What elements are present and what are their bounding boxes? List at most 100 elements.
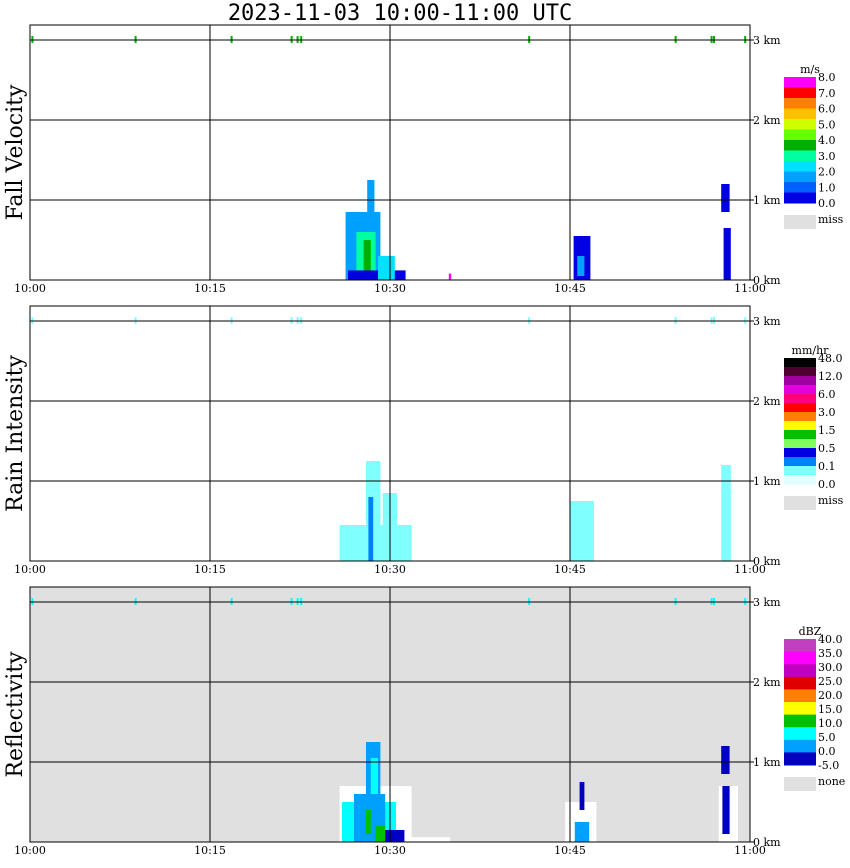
- colorbar-swatch: [784, 119, 816, 130]
- y-tick-label: 2 km: [753, 676, 781, 689]
- echo-region: [570, 501, 594, 561]
- plot-frame: [29, 305, 751, 562]
- echo-region: [721, 746, 730, 774]
- colorbar-swatch: [784, 108, 816, 120]
- colorbar-label: 48.0: [818, 352, 843, 365]
- colorbar-missing-swatch: [784, 777, 816, 791]
- x-tick-label: 10:00: [14, 282, 46, 295]
- colorbar-unit: mm/hr: [792, 344, 830, 357]
- panel-2: 10:00 10:15 10:30 10:45 11:000 km 1 km 2 km 3 k…: [3, 586, 845, 857]
- echo-region: [378, 256, 395, 280]
- echo-region: [574, 822, 590, 842]
- colorbar-label: 0.5: [818, 442, 836, 455]
- echo-region: [366, 461, 381, 561]
- panel-title: Fall Velocity: [3, 84, 28, 220]
- colorbar-swatch: [784, 87, 816, 99]
- colorbar-missing-swatch: [784, 496, 816, 510]
- panel-title: Reflectivity: [3, 651, 28, 778]
- y-tick-label: 2 km: [753, 395, 781, 408]
- colorbar-swatch: [784, 140, 816, 151]
- y-tick-label: 0 km: [753, 274, 781, 287]
- panel-title: Rain Intensity: [3, 354, 28, 511]
- colorbar-swatch: [784, 739, 816, 753]
- colorbar-swatch: [784, 702, 816, 716]
- x-tick-label: 10:15: [194, 282, 226, 295]
- echo-region: [579, 782, 585, 810]
- echo-region: [385, 830, 405, 842]
- colorbar-swatch: [784, 439, 816, 449]
- echo-region: [722, 786, 730, 834]
- colorbar-swatch: [784, 727, 816, 741]
- y-tick-label: 2 km: [753, 114, 781, 127]
- colorbar-swatch: [784, 639, 816, 653]
- colorbar-label: 1.5: [818, 424, 836, 437]
- echo-region: [723, 228, 731, 280]
- plot-frame: [29, 24, 751, 281]
- colorbar-label: 30.0: [818, 661, 843, 674]
- figure-title: 2023-11-03 10:00-11:00 UTC: [227, 1, 573, 26]
- colorbar-swatch: [784, 457, 816, 467]
- echo-region: [366, 810, 371, 834]
- colorbar-label: 25.0: [818, 675, 843, 688]
- y-tick-label: 1 km: [753, 756, 781, 769]
- x-tick-label: 10:00: [14, 844, 46, 857]
- echo-region: [368, 497, 374, 561]
- x-tick-label: 10:45: [554, 563, 586, 576]
- colorbar-label: 0.0: [818, 478, 836, 491]
- x-tick-label: 10:30: [374, 282, 406, 295]
- colorbar-swatch: [784, 676, 816, 690]
- colorbar-swatch: [784, 150, 816, 162]
- colorbar-swatch: [784, 412, 816, 422]
- colorbar-label: 0.0: [818, 745, 836, 758]
- colorbar-missing-label: none: [818, 775, 845, 788]
- colorbar-label: 7.0: [818, 87, 836, 100]
- colorbar-missing-label: miss: [818, 213, 844, 226]
- colorbar-label: -5.0: [818, 759, 839, 772]
- x-tick-label: 10:45: [554, 282, 586, 295]
- colorbar-swatch: [784, 664, 816, 678]
- x-tick-label: 10:30: [374, 563, 406, 576]
- colorbar-swatch: [784, 367, 816, 377]
- x-tick-label: 10:00: [14, 563, 46, 576]
- echo-region: [577, 256, 585, 276]
- colorbar-unit: m/s: [800, 63, 820, 76]
- plot-frame: [29, 586, 751, 843]
- x-tick-label: 10:45: [554, 844, 586, 857]
- y-tick-label: 0 km: [753, 555, 781, 568]
- colorbar-swatch: [784, 475, 816, 485]
- colorbar-swatch: [784, 129, 816, 141]
- echo-region: [363, 240, 371, 272]
- colorbar-swatch: [784, 161, 816, 172]
- echo-region: [406, 837, 450, 842]
- panel-1: 10:00 10:15 10:30 10:45 11:000 km 1 km 2 km 3 k…: [3, 305, 844, 576]
- echo-region: [367, 180, 375, 232]
- x-tick-label: 11:00: [734, 844, 766, 857]
- colorbar-swatch: [784, 171, 816, 183]
- y-tick-label: 3 km: [753, 34, 781, 47]
- colorbar-label: 3.0: [818, 150, 836, 163]
- colorbar-swatch: [784, 651, 816, 665]
- colorbar-missing-swatch: [784, 215, 816, 229]
- x-tick-label: 11:00: [734, 282, 766, 295]
- colorbar-unit: dBZ: [799, 625, 822, 638]
- y-tick-label: 1 km: [753, 194, 781, 207]
- panel-0: 10:00 10:15 10:30 10:45 11:000 km 1 km 2 km 3 k…: [3, 24, 844, 295]
- colorbar-label: 12.0: [818, 370, 843, 383]
- y-tick-label: 1 km: [753, 475, 781, 488]
- colorbar-label: 3.0: [818, 406, 836, 419]
- y-tick-label: 3 km: [753, 315, 781, 328]
- colorbar-swatch: [784, 192, 816, 204]
- colorbar-swatch: [784, 421, 816, 431]
- colorbar-swatch: [784, 466, 816, 476]
- colorbar-swatch: [784, 98, 816, 109]
- x-tick-label: 10:15: [194, 563, 226, 576]
- colorbar-label: 8.0: [818, 71, 836, 84]
- colorbar-label: 35.0: [818, 647, 843, 660]
- colorbar-label: 5.0: [818, 118, 836, 131]
- colorbar-swatch: [784, 448, 816, 458]
- colorbar-swatch: [784, 689, 816, 703]
- colorbar-swatch: [784, 714, 816, 728]
- y-tick-label: 0 km: [753, 836, 781, 849]
- colorbar-label: 20.0: [818, 689, 843, 702]
